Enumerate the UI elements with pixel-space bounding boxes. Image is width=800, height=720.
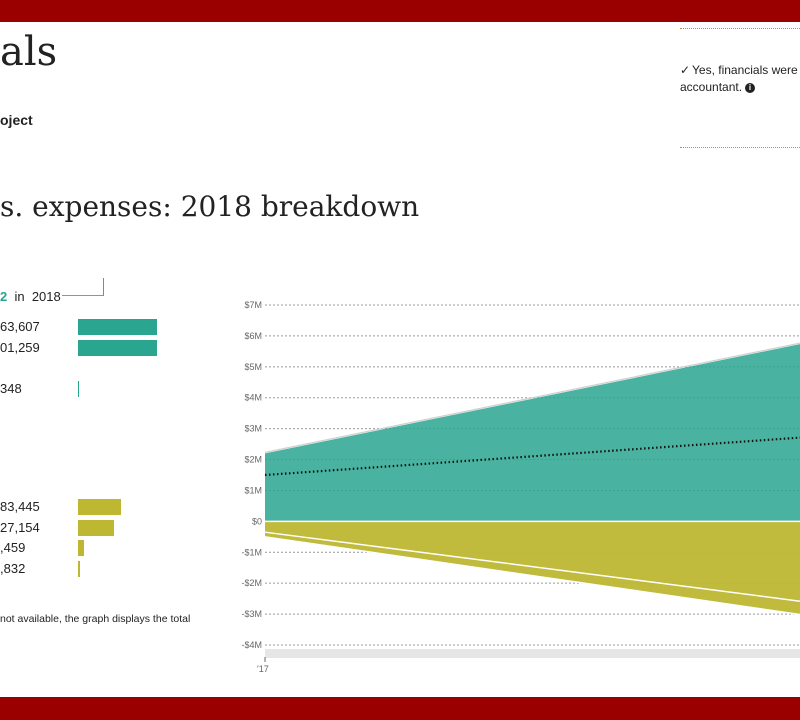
expense-bar (78, 540, 84, 556)
expense-bar (78, 520, 114, 536)
revenue-row-value: 348 (0, 381, 22, 396)
audit-note-line1: ✓ Yes, financials were (680, 63, 798, 77)
expense-bar (78, 561, 80, 577)
expense-bar (78, 499, 121, 515)
expense-separator-line (264, 536, 800, 616)
expense-row-value: ,832 (0, 561, 26, 576)
audit-note-text: Yes, financials were (692, 63, 798, 77)
expense-row-value: 27,154 (0, 520, 40, 535)
y-tick-label: $4M (244, 393, 262, 403)
y-tick-label: $5M (244, 362, 262, 372)
info-icon[interactable]: i (745, 82, 756, 93)
x-axis-scrub-bar[interactable] (265, 649, 800, 658)
bottom-brand-band (0, 697, 800, 720)
audit-note-line2: accountant. i (680, 80, 756, 94)
y-tick-label: $0 (252, 516, 262, 526)
y-tick-label: -$2M (241, 578, 262, 588)
expense-separator-line (264, 531, 800, 602)
section-heading: s. expenses: 2018 breakdown (0, 190, 420, 223)
revenue-bar (78, 319, 157, 335)
year-label: 2 in 2018 (0, 289, 61, 304)
revenue-row-value: 01,259 (0, 340, 40, 355)
year-marker-tick (103, 278, 104, 296)
footnote: not available, the graph displays the to… (0, 613, 191, 625)
revenue-top-line (264, 342, 800, 453)
net-income-line (264, 436, 800, 477)
expense-row-value: ,459 (0, 540, 26, 555)
page-title: als (0, 29, 58, 75)
year-prefix: 2 (0, 289, 8, 304)
subject-label: oject (0, 112, 33, 128)
revenue-area (265, 344, 800, 522)
checkmark-icon: ✓ (680, 63, 691, 77)
y-tick-label: $2M (244, 455, 262, 465)
revenue-bar (78, 381, 79, 397)
expense-area (265, 521, 800, 615)
revenue-bar (78, 340, 157, 356)
y-tick-label: $6M (244, 331, 262, 341)
y-tick-label: $7M (244, 300, 262, 310)
audit-note-box (680, 28, 800, 148)
y-tick-label: -$1M (241, 547, 262, 557)
revenue-row-value: 63,607 (0, 319, 40, 334)
x-tick-label: '17 (257, 664, 269, 674)
top-brand-band (0, 0, 800, 22)
year-value: 2018 (31, 289, 61, 304)
year-connector-line (62, 295, 104, 296)
expense-row-value: 83,445 (0, 499, 40, 514)
y-tick-label: -$3M (241, 609, 262, 619)
y-tick-label: $3M (244, 424, 262, 434)
y-tick-label: -$4M (241, 640, 262, 650)
year-word: in (14, 289, 25, 304)
y-tick-label: $1M (244, 485, 262, 495)
audit-note-text-2: accountant. (680, 80, 743, 94)
